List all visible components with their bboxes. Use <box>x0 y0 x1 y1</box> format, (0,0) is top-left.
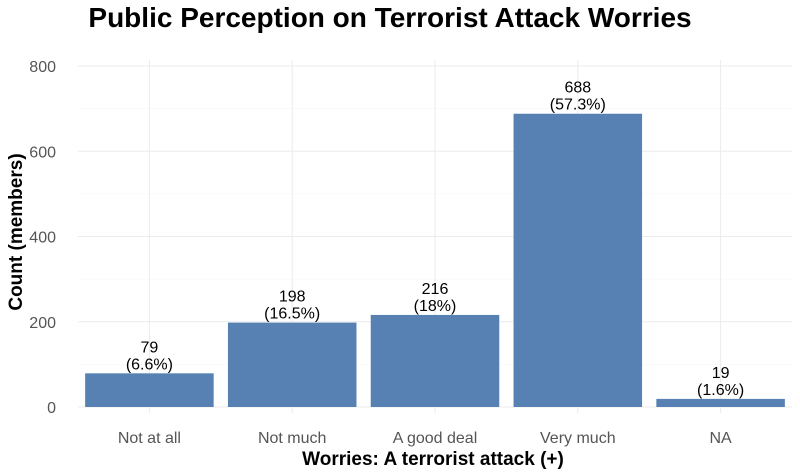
y-tick-label: 200 <box>29 315 56 332</box>
y-tick-label: 0 <box>47 400 56 417</box>
bar-value-label: 216 <box>422 281 449 298</box>
x-axis: Not at all Not much A good deal Very much NA <box>118 430 732 447</box>
x-tick-label: Very much <box>540 430 616 447</box>
bar <box>656 398 785 407</box>
x-tick-label: Not much <box>258 430 326 447</box>
x-tick-label: Not at all <box>118 430 181 447</box>
data-labels: 79(6.6%) 198(16.5%) 216(18%) 688(57.3%) 19(1… <box>126 80 744 399</box>
bar-percent-label: (18%) <box>414 298 457 315</box>
bar-percent-label: (1.6%) <box>697 382 744 399</box>
bar <box>513 113 643 408</box>
y-tick-label: 400 <box>29 230 56 247</box>
y-axis: 0 200 400 600 800 <box>29 59 56 417</box>
bar-value-label: 19 <box>712 365 730 382</box>
bar-percent-label: (57.3%) <box>550 97 606 114</box>
y-tick-label: 600 <box>29 144 56 161</box>
y-tick-label: 800 <box>29 59 56 76</box>
bar-percent-label: (6.6%) <box>126 356 173 373</box>
bar <box>227 322 357 407</box>
x-tick-label: NA <box>709 430 732 447</box>
chart-title: Public Perception on Terrorist Attack Wo… <box>88 2 691 33</box>
bar-percent-label: (16.5%) <box>264 306 320 323</box>
x-axis-title: Worries: A terrorist attack (+) <box>302 449 564 470</box>
x-tick-label: A good deal <box>393 430 478 447</box>
bars <box>85 113 785 408</box>
bar-value-label: 79 <box>141 339 159 356</box>
bar-value-label: 198 <box>279 289 306 306</box>
bar-value-label: 688 <box>564 80 591 97</box>
bar <box>85 373 214 407</box>
y-axis-title: Count (members) <box>6 153 27 310</box>
bar <box>370 314 500 407</box>
